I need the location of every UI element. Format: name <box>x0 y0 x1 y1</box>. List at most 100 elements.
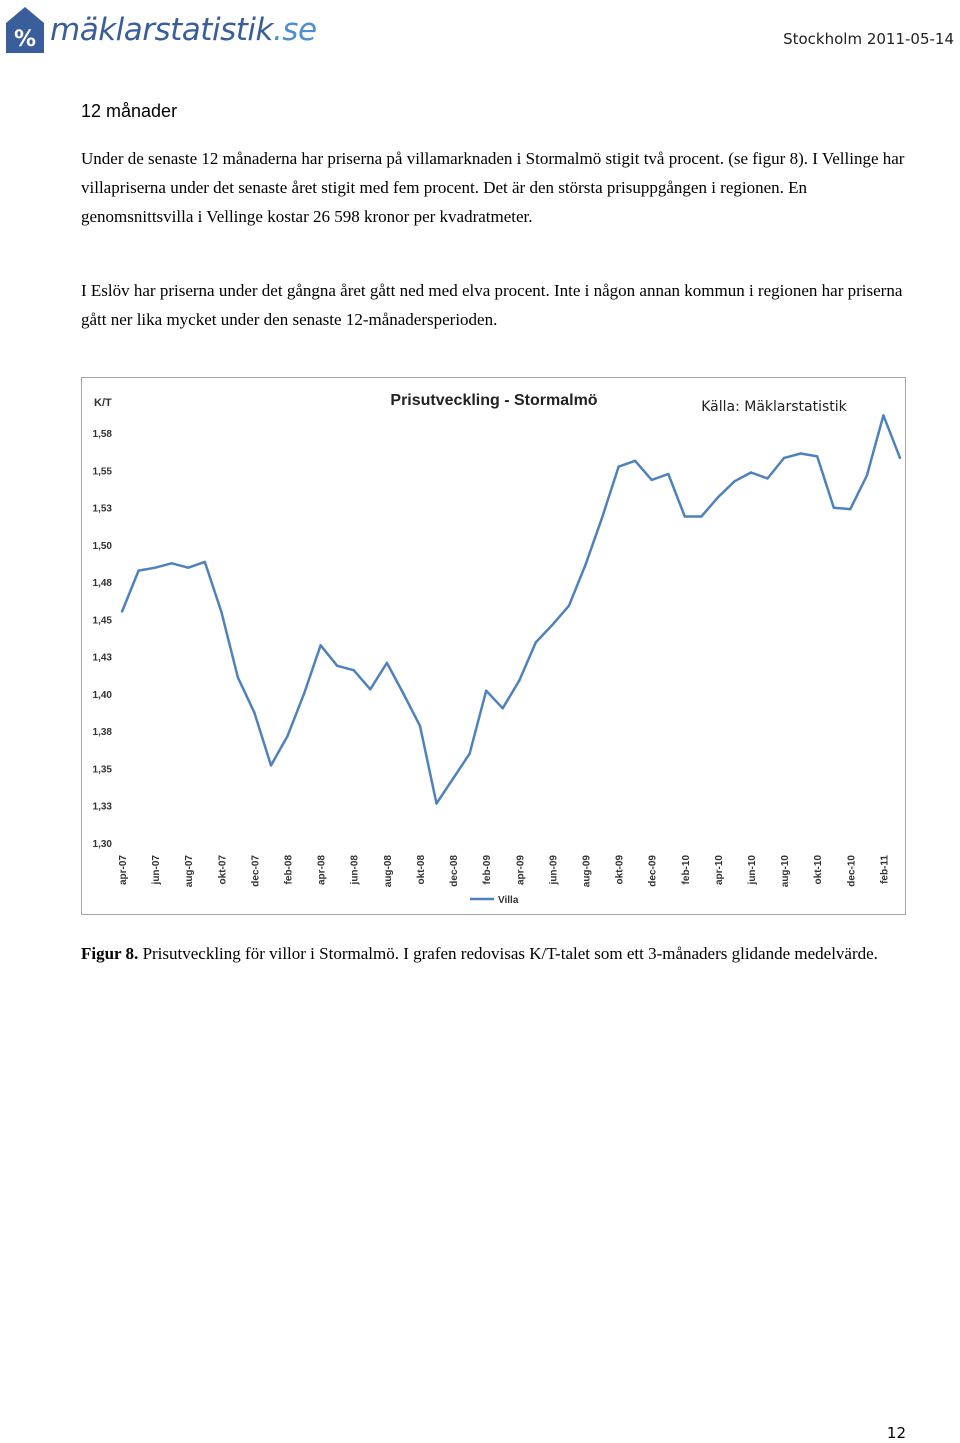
data-point <box>435 802 438 805</box>
data-point <box>352 669 355 672</box>
data-point <box>286 734 289 738</box>
y-tick-label: 1,50 <box>93 541 113 552</box>
x-tick-label: feb-11 <box>879 855 890 884</box>
data-point <box>319 644 322 647</box>
data-point <box>567 604 571 607</box>
x-tick-label: okt-08 <box>416 855 427 885</box>
x-tick-label: okt-07 <box>217 855 228 885</box>
paragraph-intro: Under de senaste 12 månaderna har priser… <box>81 149 905 226</box>
data-point <box>882 414 885 417</box>
y-tick-label: 1,33 <box>93 802 113 813</box>
data-point <box>534 641 537 644</box>
data-point <box>518 679 521 682</box>
x-tick-label: feb-08 <box>284 855 295 885</box>
figure-label: Figur 8. <box>81 944 139 963</box>
data-point <box>236 676 240 679</box>
brand-logo: % mäklarstatistik.se <box>4 2 317 58</box>
data-point <box>269 764 273 767</box>
x-tick-label: okt-10 <box>813 855 824 885</box>
data-point <box>120 610 124 613</box>
data-point <box>418 724 422 728</box>
x-tick-label: jun-10 <box>747 855 758 886</box>
x-tick-label: aug-08 <box>383 855 394 888</box>
figure-caption: Figur 8. Prisutveckling för villor i Sto… <box>81 942 911 966</box>
series-line-villa <box>120 414 902 805</box>
logo-tld: .se <box>272 12 317 48</box>
data-point <box>369 688 372 691</box>
data-point <box>220 610 223 613</box>
x-tick-label: apr-07 <box>118 855 129 885</box>
chart-canvas: Prisutveckling - Stormalmö K/T Källa: Mä… <box>93 392 902 906</box>
x-tick-label: apr-10 <box>714 855 725 885</box>
data-point <box>849 507 852 511</box>
data-point <box>749 471 753 474</box>
data-point <box>170 562 173 565</box>
data-point <box>799 452 802 455</box>
legend-label-villa: Villa <box>498 895 519 906</box>
data-point <box>617 465 620 468</box>
data-point <box>501 707 504 710</box>
section-heading: 12 månader <box>81 101 178 121</box>
chart-source-note: Källa: Mäklarstatistik <box>701 399 847 415</box>
logo-wordmark: mäklarstatistik.se <box>50 12 317 48</box>
figure-caption-text: Prisutveckling för villor i Stormalmö. I… <box>138 944 878 963</box>
header-date: Stockholm 2011-05-14 <box>783 30 954 48</box>
data-point <box>733 480 736 483</box>
data-point <box>385 661 389 665</box>
data-point <box>551 623 554 626</box>
logo-symbol: % <box>14 27 36 52</box>
y-tick-label: 1,43 <box>93 653 113 664</box>
data-point <box>468 752 471 755</box>
x-tick-label: aug-07 <box>184 855 195 888</box>
y-axis-label: K/T <box>94 397 112 409</box>
y-tick-label: 1,55 <box>93 466 113 477</box>
y-tick-label: 1,38 <box>93 727 113 738</box>
data-point <box>865 474 869 477</box>
data-point <box>766 477 769 480</box>
y-tick-label: 1,40 <box>93 690 113 701</box>
data-point <box>336 664 339 667</box>
paragraph-eslov: I Eslöv har priserna under det gångna år… <box>81 281 903 329</box>
x-tick-label: dec-08 <box>449 855 460 887</box>
y-tick-label: 1,53 <box>93 504 113 515</box>
y-tick-label: 1,58 <box>93 429 113 440</box>
y-tick-label: 1,30 <box>93 839 113 850</box>
data-point <box>302 692 306 695</box>
x-tick-label: jun-07 <box>151 855 162 886</box>
x-tick-label: aug-10 <box>780 855 791 888</box>
data-point <box>898 456 902 460</box>
data-point <box>667 472 670 476</box>
x-tick-label: feb-10 <box>681 855 692 885</box>
data-point <box>451 777 455 780</box>
data-point <box>650 478 653 482</box>
house-percent-icon: % <box>6 7 44 53</box>
data-point <box>187 566 190 569</box>
x-tick-label: aug-09 <box>581 855 592 888</box>
x-tick-label: dec-09 <box>648 855 659 887</box>
chart-title: Prisutveckling - Stormalmö <box>390 392 597 409</box>
x-tick-label: feb-09 <box>482 855 493 885</box>
data-point <box>584 563 587 566</box>
data-point <box>700 515 703 518</box>
x-tick-label: dec-10 <box>846 855 857 887</box>
x-tick-label: jun-09 <box>548 855 559 886</box>
x-tick-label: dec-07 <box>250 855 261 887</box>
data-point <box>683 515 686 518</box>
data-point <box>402 692 405 695</box>
x-tick-label: jun-08 <box>350 855 361 886</box>
page-number: 12 <box>886 1424 906 1442</box>
data-point <box>203 560 206 564</box>
y-tick-label: 1,48 <box>93 578 113 589</box>
y-tick-label: 1,35 <box>93 764 113 775</box>
data-point <box>600 516 604 520</box>
data-point <box>153 566 157 569</box>
x-tick-label: okt-09 <box>615 855 626 885</box>
data-point <box>782 456 786 460</box>
data-point <box>137 569 140 572</box>
logo-name: mäklarstatistik <box>50 12 273 48</box>
data-point <box>253 711 256 714</box>
data-point <box>716 496 720 499</box>
data-point <box>816 455 819 458</box>
data-point <box>633 459 637 462</box>
data-point <box>832 506 835 509</box>
